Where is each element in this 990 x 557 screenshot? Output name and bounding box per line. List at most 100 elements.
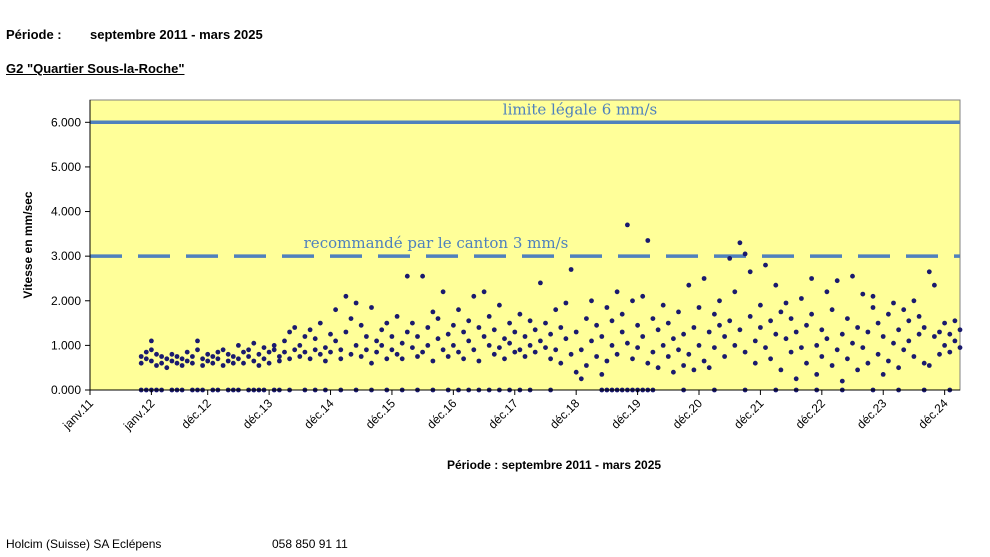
data-point <box>512 349 518 355</box>
data-point <box>425 325 431 330</box>
data-point <box>215 356 221 362</box>
y-tick-label: 1.000 <box>51 338 81 352</box>
data-point <box>527 318 533 324</box>
data-point <box>783 336 789 342</box>
y-tick-label: 2.000 <box>51 294 81 308</box>
data-point <box>619 329 625 335</box>
data-point <box>957 327 963 333</box>
y-axis-label: Vitesse en mm/sec <box>21 191 35 299</box>
data-point <box>614 351 620 357</box>
x-tick-label: déc.21 <box>731 396 767 432</box>
data-point <box>461 356 466 362</box>
data-point <box>251 340 257 346</box>
data-point <box>809 311 814 317</box>
data-point <box>665 354 671 359</box>
y-axis: 0.000 1.000 2.000 3.000 4.000 5.000 6.000 <box>51 100 91 397</box>
data-point <box>522 354 528 359</box>
data-point <box>855 367 860 373</box>
x-tick-label: déc.22 <box>793 396 829 432</box>
data-point <box>957 345 963 350</box>
data-point <box>752 360 758 366</box>
data-point <box>717 322 722 328</box>
data-point <box>952 318 958 324</box>
data-point <box>491 351 497 357</box>
data-point <box>445 354 451 359</box>
data-point <box>379 343 385 348</box>
data-point <box>497 302 502 308</box>
data-point <box>650 349 656 355</box>
data-point <box>563 300 569 306</box>
data-point <box>845 316 850 321</box>
data-points <box>138 222 963 393</box>
data-point <box>752 338 758 344</box>
data-point <box>573 329 579 335</box>
data-point <box>829 307 835 313</box>
data-point <box>179 363 185 368</box>
data-point <box>604 358 610 364</box>
data-point <box>481 334 487 339</box>
data-point <box>916 314 922 319</box>
data-point <box>763 345 768 350</box>
data-point <box>404 273 410 279</box>
data-point <box>712 311 717 317</box>
data-point <box>404 329 410 335</box>
data-point <box>696 343 702 348</box>
data-point <box>138 354 144 359</box>
data-point <box>149 347 154 353</box>
data-point <box>921 360 927 366</box>
data-point <box>143 349 149 355</box>
data-point <box>911 354 917 359</box>
data-point <box>292 325 298 330</box>
data-point <box>210 354 216 359</box>
data-point <box>292 347 298 353</box>
data-point <box>824 289 830 295</box>
data-point <box>497 345 502 350</box>
data-point <box>942 343 947 348</box>
data-point <box>338 356 344 362</box>
period-label: Période : <box>6 27 62 42</box>
canton-recommended-label: recommandé par le canton 3 mm/s <box>304 234 569 252</box>
data-point <box>143 356 149 362</box>
data-point <box>589 338 594 344</box>
data-point <box>660 302 666 308</box>
data-point <box>394 314 400 319</box>
data-point <box>655 327 661 333</box>
data-point <box>200 356 206 362</box>
data-point <box>681 363 686 368</box>
period-header: Période : septembre 2011 - mars 2025 <box>6 27 263 42</box>
data-point <box>630 356 635 362</box>
data-point <box>236 343 241 348</box>
data-point <box>599 334 605 339</box>
data-point <box>650 316 656 321</box>
data-point <box>164 365 170 371</box>
data-point <box>635 322 640 328</box>
data-point <box>205 358 211 364</box>
data-point <box>507 340 512 346</box>
data-point <box>906 318 912 324</box>
data-point <box>691 325 697 330</box>
data-point <box>512 329 518 335</box>
data-point <box>149 338 154 344</box>
data-point <box>399 356 405 362</box>
data-point <box>200 363 206 368</box>
data-point <box>154 363 159 368</box>
x-tick-label: déc.15 <box>363 396 399 432</box>
data-point <box>788 316 794 321</box>
data-point <box>195 347 200 353</box>
data-point <box>640 293 646 299</box>
data-point <box>174 354 180 359</box>
data-point <box>568 267 574 272</box>
data-point <box>793 376 799 382</box>
data-point <box>855 325 860 330</box>
data-point <box>901 347 907 353</box>
data-point <box>369 305 374 310</box>
data-point <box>440 289 446 295</box>
data-point <box>706 329 712 335</box>
data-point <box>277 354 282 359</box>
data-point <box>952 338 958 344</box>
data-point <box>225 358 231 364</box>
reference-lines: limite légale 6 mm/s recommandé par le ca… <box>90 100 960 258</box>
data-point <box>343 329 349 335</box>
data-point <box>169 351 175 357</box>
x-tick-label: déc.13 <box>240 396 276 432</box>
